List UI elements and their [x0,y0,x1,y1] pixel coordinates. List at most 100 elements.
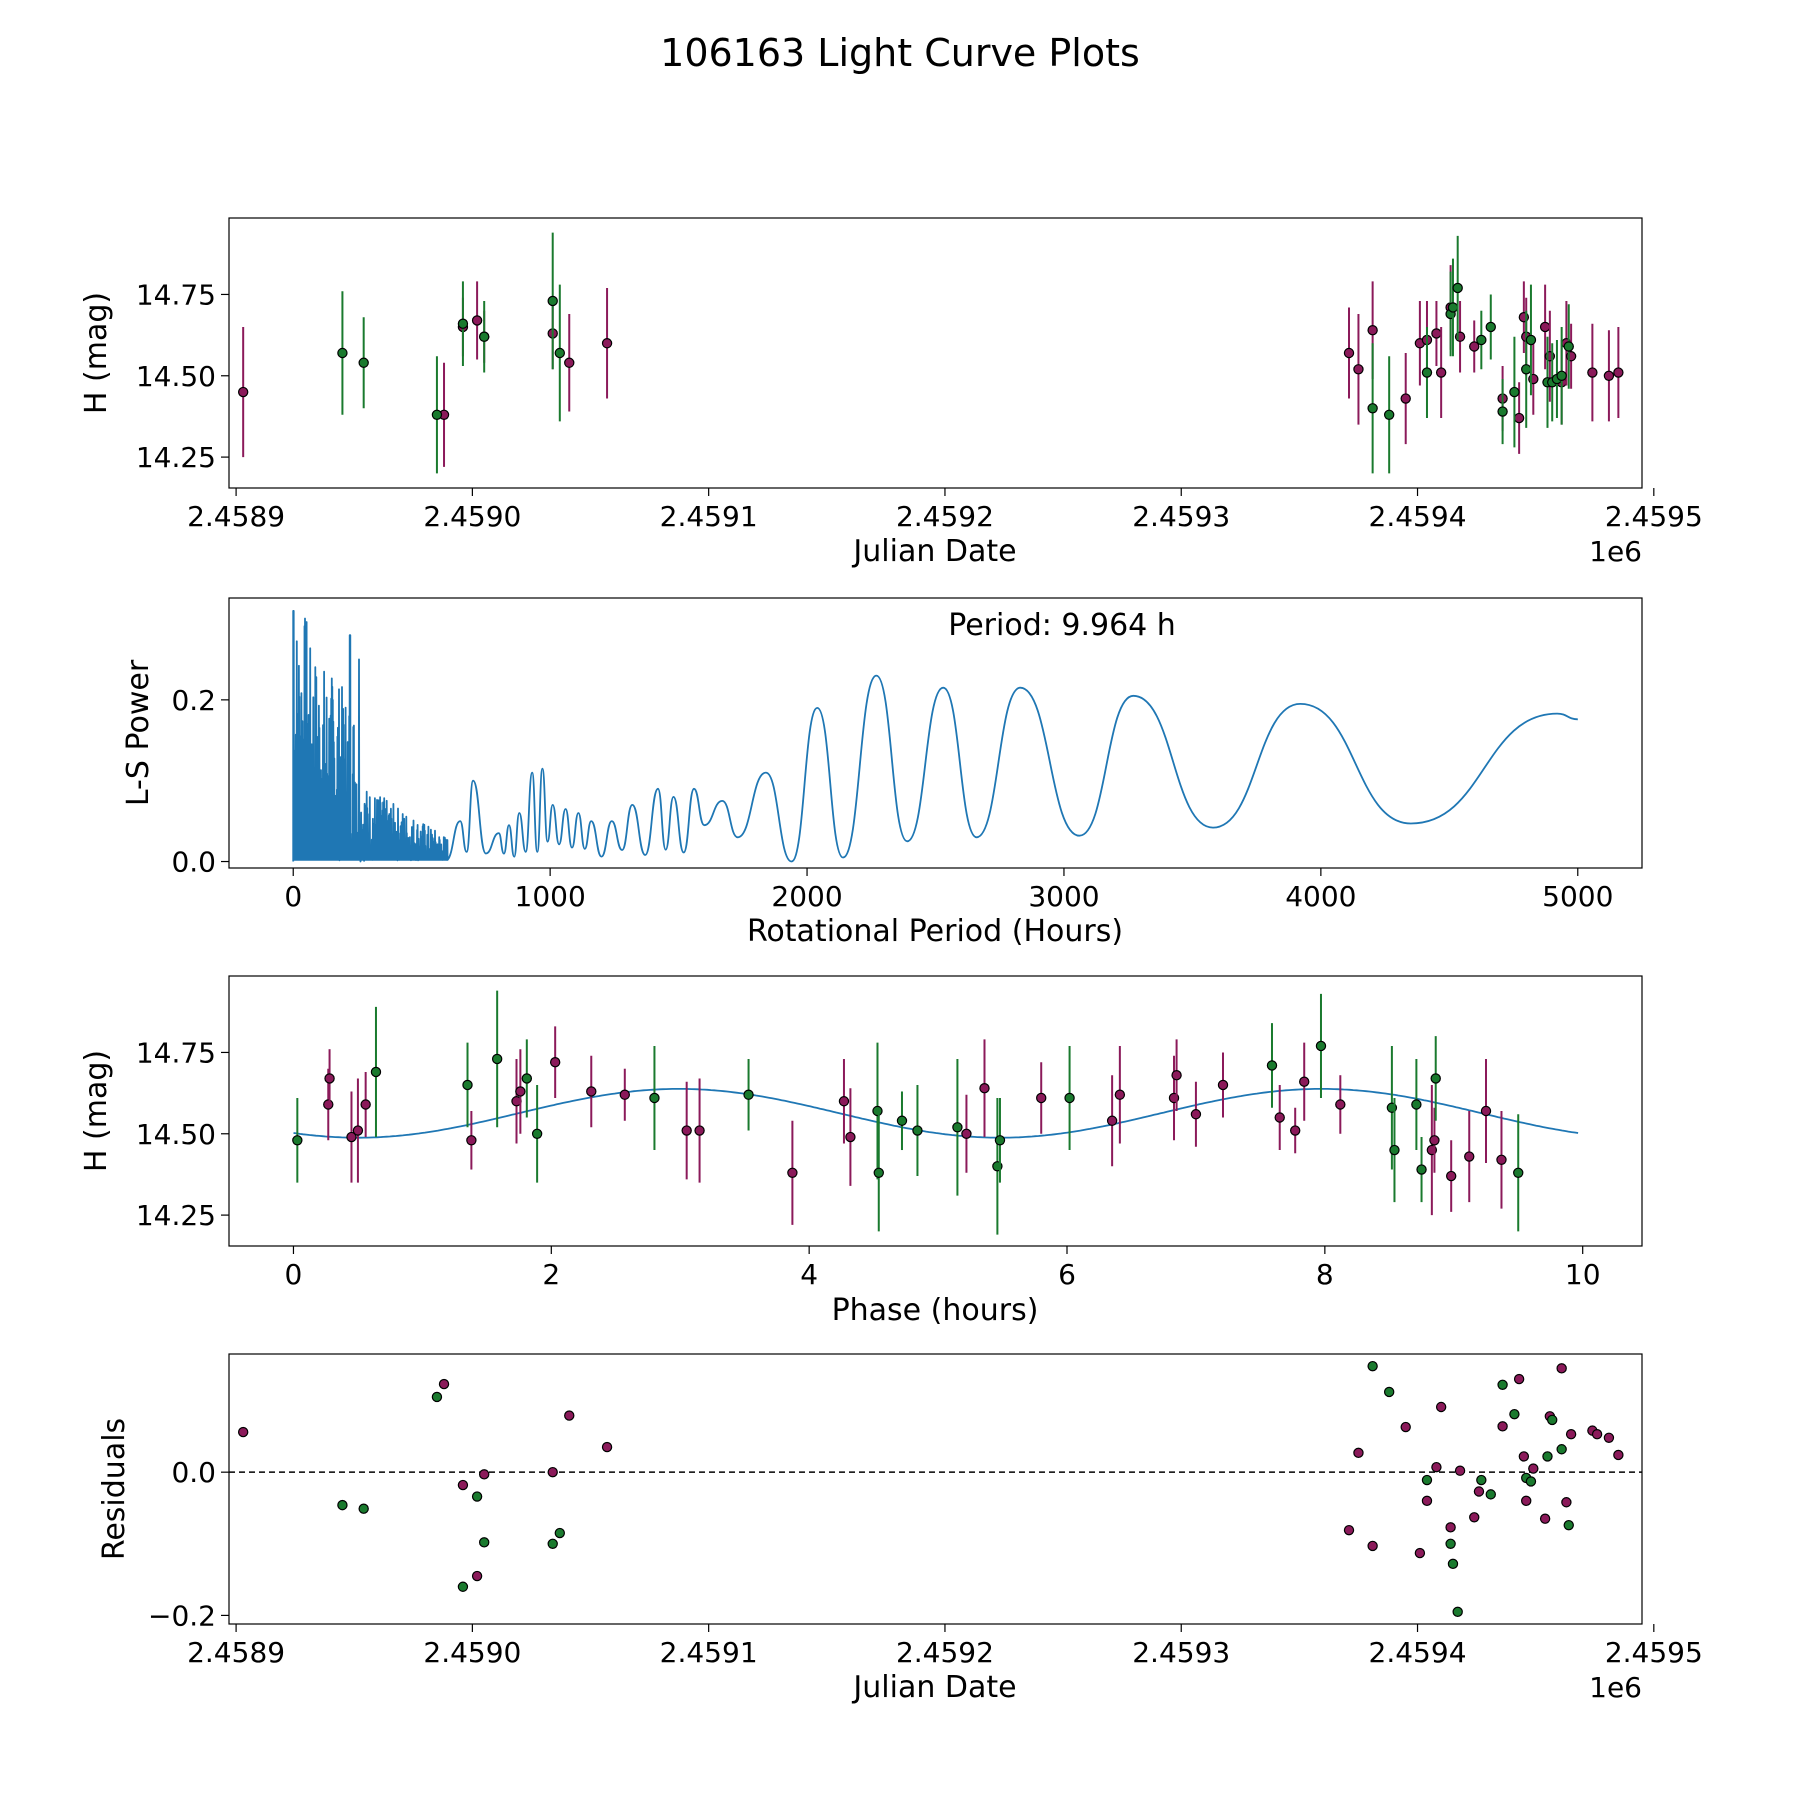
residual-xtick-label: 2.4592 [896,1636,994,1669]
light-curve-offset-label: 1e6 [1589,535,1642,568]
residual-xtick-label: 2.4593 [1132,1636,1230,1669]
data-point [1452,282,1463,294]
data-point [478,1469,490,1480]
panel-light-curve: 2.4589 2.4590 2.4591 2.4592 2.4593 2.4594 2.45… [79,217,1703,569]
data-point [1521,364,1532,375]
data-point [1367,1360,1378,1372]
data-point [845,1131,856,1143]
data-point [601,1441,613,1453]
data-point [346,1131,357,1143]
data-point [1497,1379,1508,1390]
data-point [681,1125,692,1136]
residual-frame [228,1353,1643,1625]
residual-ytick-label: −0.2 [148,1599,216,1632]
light-curve-xtick-label: 2.4593 [1132,500,1230,533]
data-point [471,315,483,326]
panel-residuals: 2.4589 2.4590 2.4591 2.4592 2.4593 2.4594 2.45… [97,1353,1703,1705]
residual-xtick-label: 2.4594 [1369,1636,1467,1669]
period-annotation: Period: 9.964 h [948,608,1176,643]
phased-curve-xtick-label: 4 [800,1258,818,1291]
data-point [1476,1474,1487,1486]
data-point [431,409,443,421]
data-point [1613,367,1624,378]
data-point [438,1378,450,1390]
residual-xtick-label: 2.4590 [423,1636,521,1669]
periodogram-xtick-label: 3000 [1028,880,1099,913]
data-point [1367,325,1378,336]
data-point [1485,321,1496,333]
phased-curve-ylabel: H (mag) [79,1050,114,1172]
data-point [1421,1495,1433,1507]
phased-curve-xtick-label: 8 [1316,1258,1334,1291]
data-point [1335,1099,1346,1110]
data-point [1114,1089,1126,1100]
phased-curve-xtick-label: 6 [1058,1258,1076,1291]
data-point [1400,1421,1411,1433]
periodogram-xlabel: Rotational Period (Hours) [747,914,1123,949]
data-point [1036,1092,1047,1104]
data-point [1497,406,1508,417]
periodogram-xtick-label: 4000 [1285,880,1356,913]
data-point [1447,1558,1459,1570]
data-point [1274,1112,1285,1123]
data-point [1389,1144,1400,1156]
data-point [1400,393,1411,404]
data-point [896,1115,908,1126]
phased-curve-xlabel: Phase (hours) [832,1293,1039,1328]
data-point [1064,1092,1075,1104]
data-point [1421,1474,1433,1486]
data-point [1106,1115,1118,1126]
data-point [1539,321,1551,333]
data-point [1509,1408,1520,1420]
residual-ticks: 2.4589 2.4590 2.4591 2.4592 2.4593 2.4594 2.45… [148,1456,1703,1669]
data-point [547,295,558,307]
data-point [1353,1447,1364,1459]
data-point [1353,364,1364,375]
data-point [1454,1465,1466,1476]
data-point [1603,370,1615,381]
data-point [457,1479,469,1491]
data-point [1563,341,1574,352]
residual-offset-label: 1e6 [1589,1671,1642,1704]
data-point [1431,328,1442,339]
data-point [979,1083,990,1094]
data-point [1445,1522,1456,1533]
data-point [1525,334,1537,346]
periodogram-curve [292,610,1578,863]
data-point [547,1538,558,1549]
data-point [352,1125,364,1136]
data-point [515,1086,526,1097]
periodogram-frame [228,597,1643,869]
data-point [601,338,613,349]
data-point [457,318,469,329]
data-point [491,1053,503,1065]
light-curve-xtick-label: 2.4595 [1605,500,1703,533]
light-curve-ytick-label: 14.25 [136,441,216,474]
data-point [1217,1079,1229,1091]
data-point [1299,1076,1310,1087]
data-point [1416,1164,1427,1175]
periodogram-xtick-label: 2000 [771,880,842,913]
data-point [1563,1519,1574,1531]
residual-points [229,1360,1642,1618]
data-point [1343,1524,1355,1536]
data-point [838,1096,850,1107]
data-point [1556,1444,1567,1455]
figure-title: 106163 Light Curve Plots [660,31,1140,75]
light-curve-ticks: 2.4589 2.4590 2.4591 2.4592 2.4593 2.4594 2.45… [136,278,1703,533]
data-point [1556,1363,1567,1374]
data-point [619,1089,630,1100]
data-point [358,357,369,368]
light-curve-ytick-label: 14.75 [136,278,216,311]
data-point [549,1057,561,1068]
data-point [1190,1109,1202,1120]
light-curve-xtick-label: 2.4592 [896,500,994,533]
phased-curve-ticks: 0 2 4 6 8 10 14.25 14.50 14.75 [136,1036,1601,1291]
residual-xtick-label: 2.4589 [187,1636,285,1669]
data-point [1464,1151,1475,1162]
data-point [872,1105,883,1117]
data-point [1518,1451,1530,1462]
data-point [1587,367,1598,378]
data-point [1430,1073,1441,1084]
